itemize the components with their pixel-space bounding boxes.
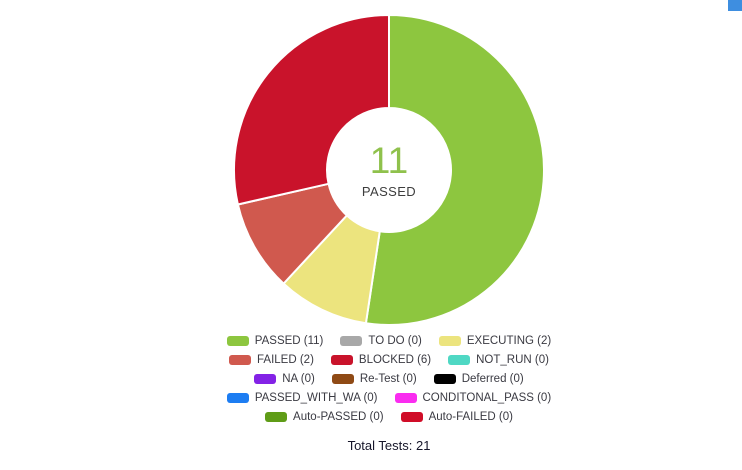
legend-swatch: [330, 355, 353, 365]
legend-label: PASSED (11): [254, 335, 324, 347]
legend-swatch: [229, 355, 252, 365]
legend-label: TO DO (0): [368, 335, 422, 347]
legend-row: NA (0) Re-Test (0) Deferred (0): [254, 373, 524, 385]
scrollbar-thumb[interactable]: [728, 0, 742, 11]
legend-swatch: [265, 412, 288, 422]
legend-swatch: [226, 336, 249, 346]
legend-label: NA (0): [282, 373, 315, 385]
legend-item-to-do[interactable]: TO DO (0): [340, 335, 422, 347]
test-results-panel: 11 PASSED PASSED (11) TO DO (0) EXECUTING …: [36, 0, 742, 453]
legend-label: EXECUTING (2): [466, 335, 552, 347]
legend-item-passed[interactable]: PASSED (11): [226, 335, 324, 347]
legend-swatch: [226, 393, 249, 403]
donut-segment-blocked[interactable]: [233, 13, 390, 206]
legend-label: Re-Test (0): [359, 373, 417, 385]
donut-chart: [233, 13, 545, 326]
legend-swatch: [400, 412, 423, 422]
legend-item-executing[interactable]: EXECUTING (2): [438, 335, 552, 347]
legend-row: PASSED_WITH_WA (0) CONDITONAL_PASS (0): [226, 392, 552, 404]
legend-item-re-test[interactable]: Re-Test (0): [331, 373, 417, 385]
legend-row: Auto-PASSED (0) Auto-FAILED (0): [265, 411, 513, 423]
total-tests: Total Tests: 21: [347, 438, 431, 453]
legend-row: PASSED (11) TO DO (0) EXECUTING (2): [226, 335, 552, 347]
legend-item-auto-passed[interactable]: Auto-PASSED (0): [265, 411, 384, 423]
legend-swatch: [331, 374, 354, 384]
legend-label: Auto-FAILED (0): [428, 411, 513, 423]
legend-label: Deferred (0): [461, 373, 524, 385]
legend-item-deferred[interactable]: Deferred (0): [433, 373, 524, 385]
legend-item-na[interactable]: NA (0): [254, 373, 315, 385]
legend-item-conditonal-pass[interactable]: CONDITONAL_PASS (0): [394, 392, 552, 404]
legend-label: BLOCKED (6): [358, 354, 432, 366]
legend-swatch: [254, 374, 277, 384]
legend-row: FAILED (2) BLOCKED (6) NOT_RUN (0): [229, 354, 549, 366]
legend-label: PASSED_WITH_WA (0): [254, 392, 378, 404]
legend-item-passed-with-wa[interactable]: PASSED_WITH_WA (0): [226, 392, 378, 404]
legend: PASSED (11) TO DO (0) EXECUTING (2) FAILED …: [226, 335, 552, 423]
legend-label: Auto-PASSED (0): [293, 411, 384, 423]
legend-label: FAILED (2): [257, 354, 314, 366]
legend-swatch: [448, 355, 471, 365]
legend-swatch: [340, 336, 363, 346]
legend-item-auto-failed[interactable]: Auto-FAILED (0): [400, 411, 513, 423]
legend-label: CONDITONAL_PASS (0): [422, 392, 552, 404]
legend-item-blocked[interactable]: BLOCKED (6): [330, 354, 432, 366]
legend-label: NOT_RUN (0): [476, 354, 549, 366]
legend-swatch: [433, 374, 456, 384]
donut-chart-container: 11 PASSED: [231, 12, 547, 328]
legend-swatch: [394, 393, 417, 403]
legend-item-failed[interactable]: FAILED (2): [229, 354, 314, 366]
donut-segment-passed[interactable]: [364, 13, 545, 326]
legend-swatch: [438, 336, 461, 346]
legend-item-not-run[interactable]: NOT_RUN (0): [448, 354, 549, 366]
